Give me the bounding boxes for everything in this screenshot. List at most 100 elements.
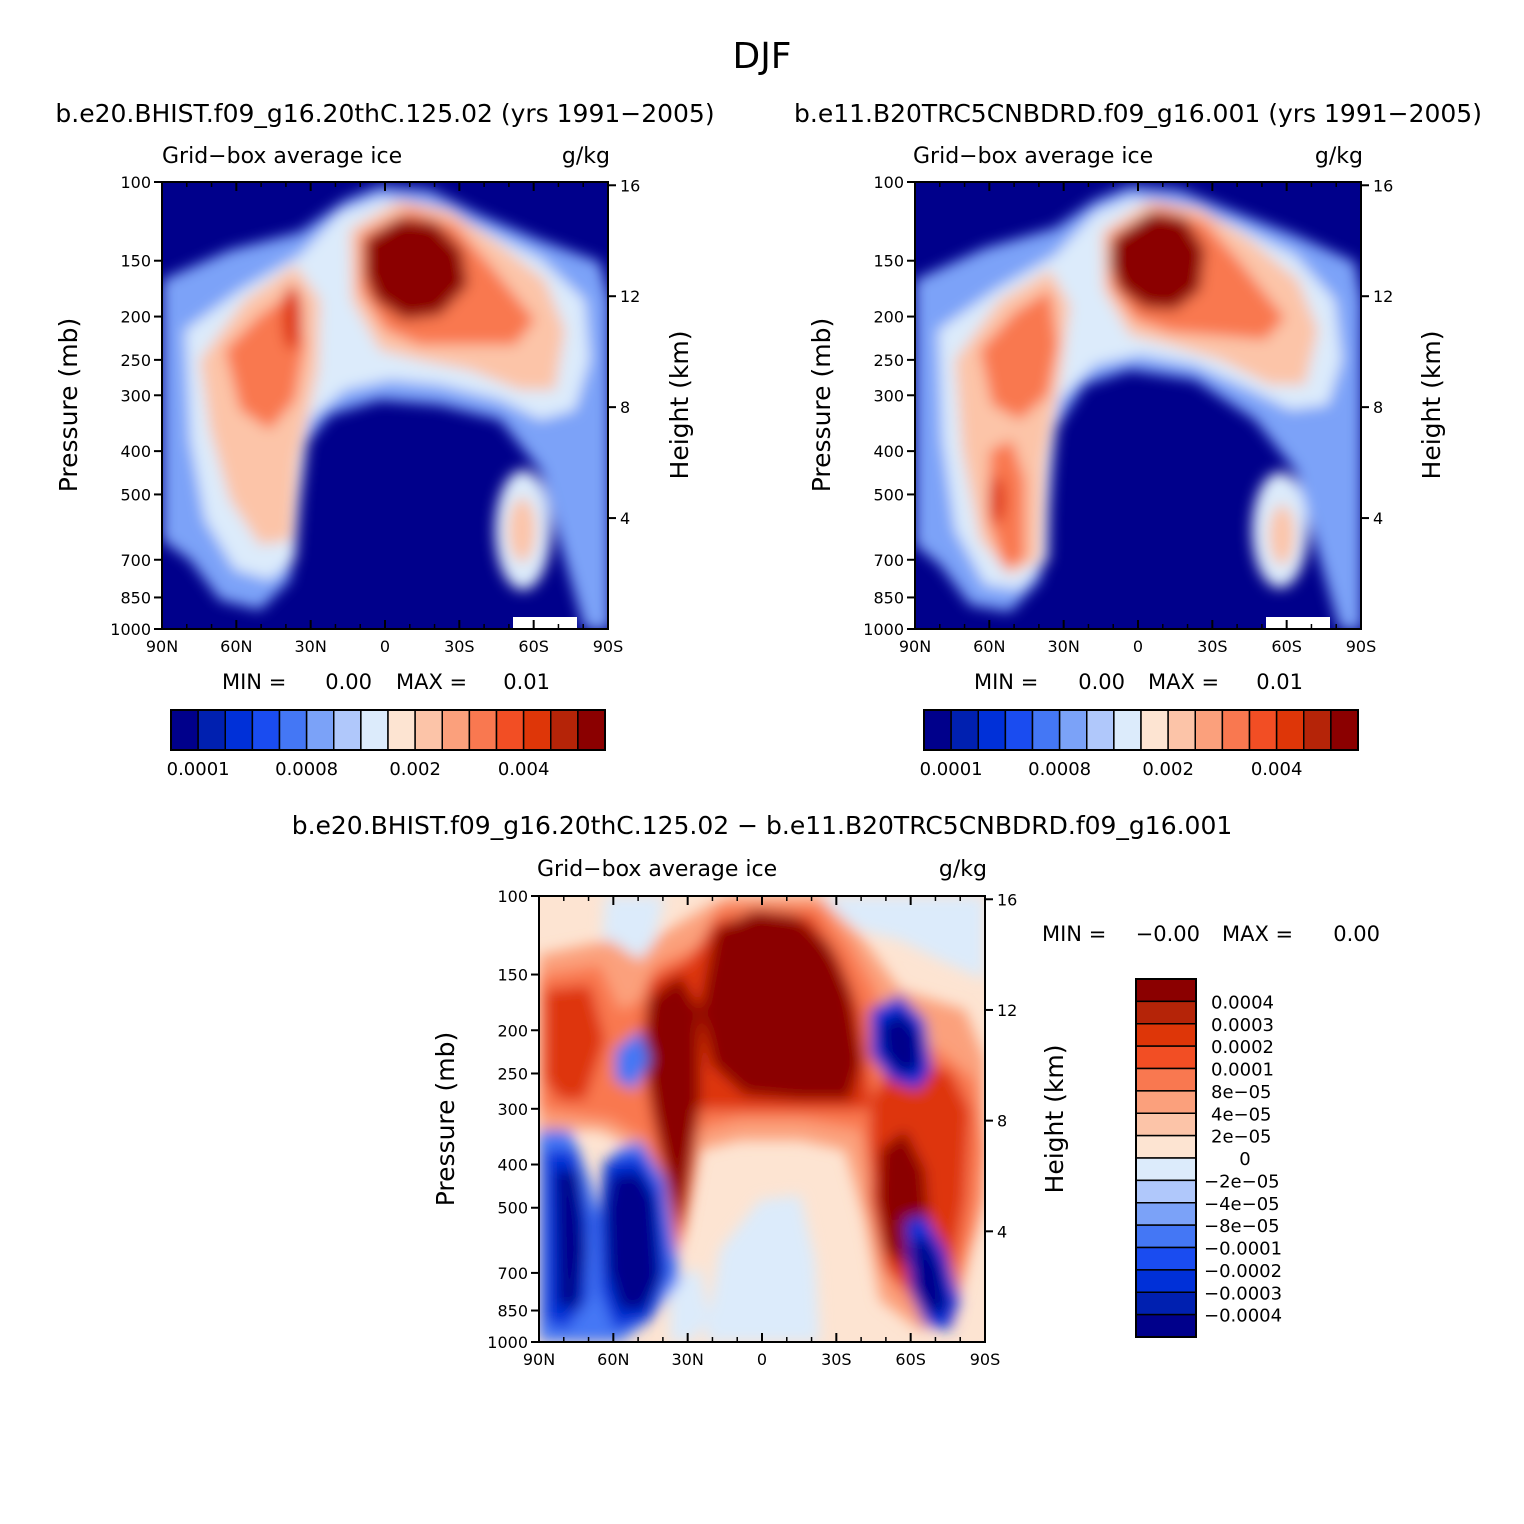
y-right-tick-label: 4 (997, 1222, 1007, 1241)
y-right-tick-label: 16 (997, 890, 1017, 909)
x-tick-label: 30S (821, 1350, 852, 1369)
colorbar-swatch (1275, 709, 1305, 751)
y-right-tick-label: 8 (1373, 398, 1383, 417)
panel-1-subtitle-left: Grid−box average ice (162, 144, 402, 169)
panel-1-y-label: Pressure (mb) (54, 318, 83, 492)
y-tick-label: 400 (120, 442, 151, 461)
colorbar-swatch (1135, 1045, 1197, 1070)
y-tick-label: 700 (873, 551, 904, 570)
colorbar-swatch (1135, 1202, 1197, 1226)
colorbar-swatch (1135, 1246, 1197, 1271)
colorbar-swatch (1135, 1179, 1197, 1204)
colorbar-label: 0 (1239, 1149, 1250, 1170)
colorbar-outline (923, 709, 1359, 751)
colorbar-label: 0.0003 (1211, 1015, 1274, 1036)
y-tick-label: 150 (873, 252, 904, 271)
colorbar-swatch (1086, 709, 1115, 751)
colorbar-label: 0.0004 (1211, 992, 1274, 1013)
colorbar-swatch (495, 709, 525, 751)
colorbar-outline (1135, 978, 1197, 1338)
y-tick-label: 500 (873, 485, 904, 504)
panel-3: b.e20.BHIST.f09_g16.20thC.125.02 − b.e11… (292, 811, 1380, 1369)
y-right-tick-label: 4 (1373, 509, 1383, 528)
panel-3-x-ticks: 90N 60N 30N 0 30S 60S 90S (523, 896, 1000, 1369)
y-tick-label: 200 (873, 308, 904, 327)
panel-2-upper-core (1110, 212, 1205, 310)
colorbar-label: −0.0003 (1204, 1283, 1282, 1304)
colorbar-label: −4e−05 (1204, 1194, 1280, 1215)
y-right-tick-label: 16 (1373, 176, 1393, 195)
colorbar-swatch (1135, 1023, 1197, 1047)
panel-2-max-label: MAX = (1148, 670, 1219, 694)
colorbar-swatch (305, 709, 335, 751)
panel-1-x-ticks: 90N 60N 30N 0 30S 60S 90S (146, 182, 623, 656)
panel-3-neg-lower-nh-core (555, 1170, 660, 1310)
colorbar-swatch (950, 709, 979, 751)
panel-2-subtitle-right: g/kg (1315, 144, 1363, 169)
colorbar-label: −0.0004 (1204, 1306, 1282, 1327)
panel-3-neg-lower-sh-core (912, 1238, 948, 1315)
panel-2: b.e11.B20TRC5CNBDRD.f09_g16.001 (yrs 199… (794, 99, 1482, 780)
colorbar-swatch (441, 709, 471, 751)
panel-2-x-ticks: 90N 60N 30N 0 30S 60S 90S (899, 182, 1376, 656)
panel-2-y-label-right: Height (km) (1417, 331, 1446, 480)
colorbar-label: −0.0002 (1204, 1261, 1282, 1282)
colorbar-swatch (360, 709, 389, 751)
y-right-tick-label: 8 (997, 1112, 1007, 1131)
panel-3-pale-blue-lower (670, 1195, 820, 1342)
y-tick-label: 300 (120, 386, 151, 405)
colorbar-swatch (977, 709, 1007, 751)
x-tick-label: 0 (1133, 637, 1143, 656)
colorbar-swatch (1004, 709, 1034, 751)
y-tick-label: 300 (873, 386, 904, 405)
panel-3-plot-area (539, 896, 985, 1342)
y-tick-label: 150 (497, 966, 528, 985)
x-tick-label: 60N (973, 637, 1005, 656)
panel-2-nh-low-core (989, 476, 1005, 524)
colorbar-swatch (550, 709, 579, 751)
panel-2-min-value: 0.00 (1078, 670, 1125, 694)
y-right-tick-label: 4 (620, 509, 630, 528)
panel-3-y-label: Pressure (mb) (431, 1032, 460, 1206)
colorbar-swatch (333, 709, 362, 751)
x-tick-label: 90N (146, 637, 178, 656)
panel-1-south-low-core (508, 498, 536, 562)
colorbar-swatch (1140, 709, 1169, 751)
y-tick-label: 1000 (863, 620, 904, 639)
y-tick-label: 400 (873, 442, 904, 461)
colorbar-swatch (278, 709, 308, 751)
panel-2-band-orange (980, 208, 1285, 570)
x-tick-label: 90S (970, 1350, 1001, 1369)
y-tick-label: 850 (497, 1302, 528, 1321)
colorbar-label: 0.0001 (167, 759, 230, 780)
colorbar-swatch (1194, 709, 1224, 751)
colorbar-swatch (1303, 709, 1332, 751)
panel-3-title: b.e20.BHIST.f09_g16.20thC.125.02 − b.e11… (292, 811, 1233, 840)
panel-2-y-label: Pressure (mb) (807, 318, 836, 492)
y-tick-label: 850 (120, 588, 151, 607)
panel-1-min-value: 0.00 (325, 670, 372, 694)
x-tick-label: 30N (295, 637, 327, 656)
panel-1-min-label: MIN = (222, 670, 286, 694)
y-tick-label: 700 (120, 551, 151, 570)
colorbar-swatch (923, 709, 952, 751)
colorbar-label: −2e−05 (1204, 1171, 1280, 1192)
panel-3-pos-core (645, 910, 930, 1270)
colorbar-swatch (1330, 709, 1359, 751)
colorbar-swatch (1135, 1112, 1197, 1137)
panel-3-subtitle-right: g/kg (939, 857, 987, 882)
colorbar-swatch (1135, 1224, 1197, 1249)
panel-3-y-ticks: 100 150 200 250 300 400 500 700 850 1000 (487, 887, 539, 1352)
y-tick-label: 850 (873, 588, 904, 607)
panel-1-plot-area (162, 182, 608, 629)
panel-2-plot-area (915, 182, 1361, 629)
y-tick-label: 100 (497, 887, 528, 906)
colorbar-swatch (1135, 1269, 1197, 1293)
colorbar-label: −0.0001 (1204, 1239, 1282, 1260)
x-tick-label: 60S (518, 637, 549, 656)
colorbar-swatch (414, 709, 443, 751)
x-tick-label: 30N (672, 1350, 704, 1369)
y-tick-label: 200 (120, 308, 151, 327)
y-right-tick-label: 12 (997, 1001, 1017, 1020)
panel-1-y-ticks-right: 16 12 8 4 (608, 176, 640, 528)
